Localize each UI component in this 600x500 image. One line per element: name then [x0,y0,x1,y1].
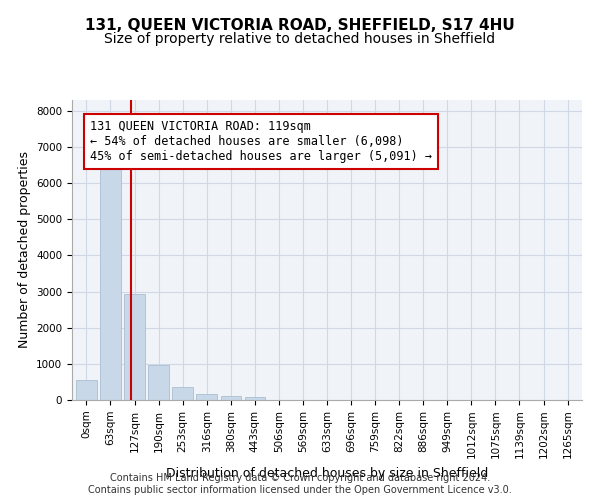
Bar [196,394,217,400]
Text: 131 QUEEN VICTORIA ROAD: 119sqm
← 54% of detached houses are smaller (6,098)
45%: 131 QUEEN VICTORIA ROAD: 119sqm ← 54% of… [90,120,432,163]
X-axis label: Distribution of detached houses by size in Sheffield: Distribution of detached houses by size … [166,467,488,480]
Bar [245,398,265,400]
Bar [148,364,169,400]
Y-axis label: Number of detached properties: Number of detached properties [17,152,31,348]
Bar [124,294,145,400]
Bar [76,380,97,400]
Bar [221,396,241,400]
Text: Size of property relative to detached houses in Sheffield: Size of property relative to detached ho… [104,32,496,46]
Bar [100,168,121,400]
Text: Contains HM Land Registry data © Crown copyright and database right 2024.
Contai: Contains HM Land Registry data © Crown c… [88,474,512,495]
Bar [172,387,193,400]
Text: 131, QUEEN VICTORIA ROAD, SHEFFIELD, S17 4HU: 131, QUEEN VICTORIA ROAD, SHEFFIELD, S17… [85,18,515,32]
